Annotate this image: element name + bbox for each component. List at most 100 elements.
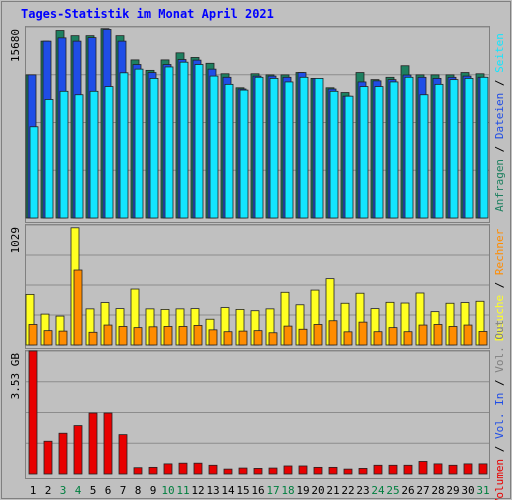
bar-seiten-day-16 — [254, 76, 264, 219]
hits-files-pages-panel: 15680 — [9, 26, 490, 223]
day-label-5: 5 — [90, 484, 97, 497]
bar-rechner-day-12 — [193, 325, 203, 346]
bar-volumen-day-25 — [388, 464, 398, 475]
bar-rechner-day-22 — [343, 331, 353, 346]
day-label-28: 28 — [431, 484, 444, 497]
legend-item: Besuche — [493, 295, 506, 341]
bar-seiten-day-28 — [434, 83, 444, 219]
legend-separator: / — [493, 139, 506, 159]
legend-visits-hosts: Besuche / Rechner — [493, 228, 506, 341]
day-label-24: 24 — [371, 484, 385, 497]
bar-volumen-day-29 — [448, 464, 458, 475]
bar-volumen-day-8 — [133, 467, 143, 475]
bar-rechner-day-2 — [43, 330, 53, 346]
bar-seiten-day-27 — [419, 94, 429, 219]
day-label-23: 23 — [356, 484, 369, 497]
bar-seiten-day-20 — [314, 78, 324, 219]
bar-seiten-day-22 — [344, 95, 354, 219]
bar-rechner-day-6 — [103, 324, 113, 346]
day-label-9: 9 — [150, 484, 157, 497]
visits-hosts-panel: 1029 — [9, 224, 490, 349]
legend-item: Seiten — [493, 33, 506, 73]
day-label-19: 19 — [296, 484, 309, 497]
day-label-22: 22 — [341, 484, 354, 497]
bar-rechner-day-13 — [208, 329, 218, 346]
bar-rechner-day-18 — [283, 325, 293, 346]
bar-volumen-day-10 — [163, 463, 173, 475]
bar-seiten-day-17 — [269, 78, 279, 219]
bar-rechner-day-19 — [298, 328, 308, 346]
day-label-27: 27 — [416, 484, 429, 497]
x-axis-day-labels: 1 2 3 4 5 6 7 8 9 10 11 12 13 14 15 16 17 18 19 20 21 22 23 24 2… — [30, 484, 490, 497]
bar-seiten-day-1 — [29, 126, 39, 219]
bar-rechner-day-5 — [88, 331, 98, 346]
legend-separator: / — [493, 373, 506, 393]
bar-rechner-day-30 — [463, 324, 473, 346]
bar-rechner-day-28 — [433, 324, 443, 346]
bar-seiten-day-25 — [389, 81, 399, 219]
bar-volumen-day-2 — [43, 440, 53, 475]
bar-seiten-day-3 — [59, 90, 69, 219]
bar-rechner-day-20 — [313, 324, 323, 346]
day-label-30: 30 — [461, 484, 474, 497]
bar-volumen-day-22 — [343, 468, 353, 475]
legend-item: Volumen — [493, 459, 506, 500]
bar-seiten-day-29 — [449, 79, 459, 219]
bar-seiten-day-24 — [374, 86, 384, 219]
day-label-31: 31 — [476, 484, 489, 497]
bar-rechner-day-27 — [418, 324, 428, 346]
bar-rechner-day-8 — [133, 327, 143, 346]
bar-seiten-day-9 — [149, 78, 159, 219]
bar-rechner-day-3 — [58, 330, 68, 346]
bar-volumen-day-1 — [28, 350, 38, 475]
bar-seiten-day-14 — [224, 83, 234, 219]
day-label-6: 6 — [105, 484, 112, 497]
legend-item: Rechner — [493, 228, 506, 275]
bar-rechner-day-17 — [268, 332, 278, 346]
day-label-17: 17 — [266, 484, 279, 497]
bar-volumen-day-16 — [253, 468, 263, 475]
bar-rechner-day-11 — [178, 326, 188, 346]
bar-seiten-day-26 — [404, 76, 414, 219]
bar-volumen-day-14 — [223, 468, 233, 475]
bar-rechner-day-14 — [223, 331, 233, 346]
day-label-25: 25 — [386, 484, 399, 497]
bar-seiten-day-13 — [209, 75, 219, 219]
day-label-12: 12 — [191, 484, 204, 497]
bar-seiten-day-4 — [74, 94, 84, 219]
bar-rechner-day-25 — [388, 327, 398, 346]
right-legends: Anfragen / Dateien / Seiten Besuche / Rec… — [493, 33, 506, 500]
day-label-2: 2 — [45, 484, 52, 497]
bar-volumen-day-4 — [73, 425, 83, 475]
chart-title: Tages-Statistik im Monat April 2021 — [21, 7, 274, 21]
bar-rechner-day-16 — [253, 330, 263, 346]
bar-rechner-day-4 — [73, 269, 83, 346]
day-label-13: 13 — [206, 484, 219, 497]
bar-volumen-day-6 — [103, 412, 113, 475]
bar-volumen-day-23 — [358, 468, 368, 475]
bar-rechner-day-7 — [118, 326, 128, 346]
bar-rechner-day-26 — [403, 331, 413, 346]
bar-seiten-day-10 — [164, 66, 174, 219]
bar-volumen-day-21 — [328, 466, 338, 475]
bar-volumen-day-9 — [148, 466, 158, 475]
bar-rechner-day-23 — [358, 321, 368, 346]
bar-seiten-day-23 — [359, 86, 369, 219]
day-label-8: 8 — [135, 484, 142, 497]
legend-volume: Volumen / Vol. In / Vol. Out — [493, 320, 506, 500]
day-label-26: 26 — [401, 484, 414, 497]
day-label-14: 14 — [221, 484, 235, 497]
day-label-11: 11 — [176, 484, 189, 497]
bar-volumen-day-18 — [283, 465, 293, 475]
legend-separator: / — [493, 439, 506, 459]
volume-panel: 3.53 GB — [9, 350, 490, 479]
bar-volumen-day-11 — [178, 462, 188, 475]
bar-volumen-day-7 — [118, 434, 128, 475]
y-axis-max-label: 1029 — [9, 227, 22, 254]
bar-volumen-day-26 — [403, 464, 413, 475]
day-label-4: 4 — [75, 484, 82, 497]
bar-seiten-day-15 — [239, 89, 249, 219]
bar-rechner-day-29 — [448, 326, 458, 346]
